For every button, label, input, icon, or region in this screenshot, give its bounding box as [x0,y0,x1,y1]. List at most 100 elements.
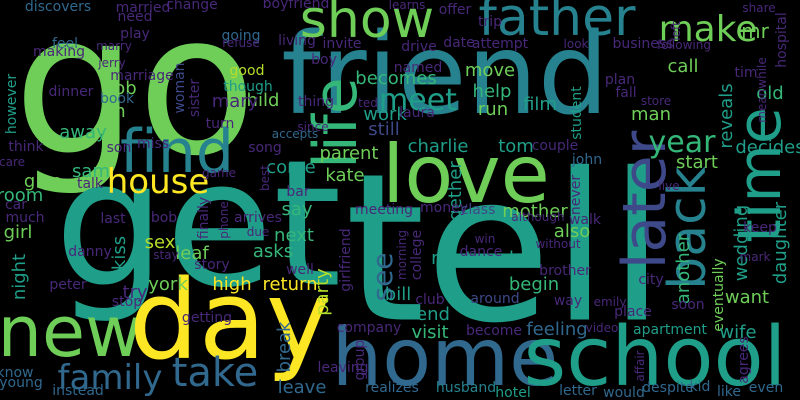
cloud-word-charlie: charlie [407,136,469,157]
cloud-word-agrees: agrees [736,336,752,384]
cloud-word-young: young [0,375,43,391]
cloud-word-feeling: feeling [526,319,588,340]
cloud-word-class: class [460,202,496,218]
cloud-word-following: following [657,38,711,52]
cloud-word-become: become [465,323,523,339]
cloud-word-left: left [669,21,683,41]
cloud-word-high: high [212,274,252,295]
cloud-word-leaf: leaf [175,243,209,264]
cloud-word-boy: boy [311,52,337,68]
cloud-word-stop: stop [111,294,143,310]
cloud-word-party: party [312,268,333,316]
cloud-word-look: look [563,37,589,51]
cloud-word-plan: plan [604,72,636,88]
cloud-word-feel: feel [51,36,79,52]
cloud-word-need: need [117,9,153,25]
cloud-word-run: run [477,99,509,120]
cloud-word-meanwhile: meanwhile [755,57,769,123]
cloud-word-girl: girl [3,222,33,243]
cloud-word-meeting: meeting [354,202,414,218]
cloud-word-care: care [0,155,26,169]
cloud-word-still: still [368,119,400,140]
cloud-word-group: group [352,339,368,381]
cloud-word-apartment: apartment [633,322,707,338]
cloud-word-around: around [470,291,520,307]
cloud-word-much: much [5,210,45,226]
cloud-word-old: old [756,83,784,104]
cloud-word-like: like [716,384,742,400]
cloud-word-mark: mark [739,250,771,264]
cloud-word-break: break [274,321,295,373]
cloud-word-daughter: daughter [770,201,791,285]
cloud-word-wedding: wedding [731,204,752,282]
cloud-word-instead: instead [52,383,104,399]
cloud-word-hospital: hospital [774,12,790,68]
cloud-word-man: man [631,104,671,125]
cloud-word-becomes: becomes [355,68,437,89]
cloud-word-drive: drive [401,39,437,55]
cloud-word-john: john [571,152,603,168]
cloud-word-get: get [54,123,342,327]
cloud-word-home: home [331,311,559,400]
cloud-word-named: named [393,60,443,76]
cloud-word-miss: miss [136,136,170,152]
cloud-word-accepts: accepts [271,127,319,141]
cloud-word-marriage: marriage [110,68,174,84]
cloud-word-making: making [33,44,85,60]
cloud-word-would: would [603,385,645,400]
cloud-word-sex: sex [144,232,176,253]
cloud-word-relationship: relationship [431,248,537,269]
cloud-word-bar: bar [286,184,310,200]
cloud-word-car: car [4,197,28,213]
cloud-word-try: try [122,282,148,303]
cloud-word-wife: wife [719,322,757,343]
cloud-word-next: next [274,225,314,246]
cloud-word-father: father [478,0,636,48]
cloud-word-find: find [120,117,234,187]
cloud-word-talk: talk [76,176,104,192]
cloud-word-affair: affair [633,350,647,382]
cloud-word-dinner: dinner [48,84,94,100]
cloud-word-even: even [748,380,784,396]
cloud-word-dance: dance [459,244,503,260]
cloud-word-well: well [286,262,314,278]
cloud-word-think: think [8,139,44,155]
cloud-word-asks: asks [252,241,294,262]
cloud-word-phone: phone [217,201,231,239]
cloud-word-family: family [57,358,163,398]
cloud-word-morning: morning [395,230,409,280]
cloud-word-last: last [100,211,126,227]
cloud-word-another: another [673,233,694,305]
cloud-word-arrives: arrives [234,210,282,226]
cloud-word-give: give [23,171,63,192]
cloud-word-living: living [278,33,316,49]
cloud-word-tim: tim [734,65,758,81]
cloud-word-fall: fall [615,85,637,101]
cloud-word-although: although [511,210,565,224]
cloud-word-begin: begin [508,274,560,295]
cloud-word-turn: turn [205,116,235,132]
cloud-word-parent: parent [319,143,379,164]
cloud-word-couple: couple [531,138,579,154]
cloud-word-visit: visit [411,322,449,343]
cloud-word-end: end [416,304,450,325]
cloud-word-soon: soon [671,297,705,313]
cloud-word-night: night [9,253,30,301]
cloud-word-meet: meet [379,83,457,118]
cloud-word-business: business [612,36,674,52]
cloud-word-stay: stay [153,248,179,262]
cloud-word-woman: woman [172,62,188,114]
cloud-word-though: though [223,79,273,95]
cloud-word-return: return [262,274,318,295]
cloud-word-child: child [236,90,280,111]
cloud-word-show: show [299,0,435,50]
cloud-word-story: story [194,257,230,273]
cloud-word-also: also [553,221,591,242]
cloud-word-refuse: refuse [222,36,260,50]
cloud-word-new: new [0,291,143,373]
cloud-word-sister: sister [187,78,203,118]
cloud-word-despite: despite [642,380,694,396]
cloud-word-store: store [640,94,672,108]
cloud-word-without: without [535,237,581,251]
cloud-word-mary: mary [211,91,259,112]
